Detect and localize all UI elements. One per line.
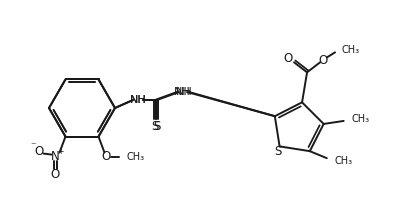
Text: NH: NH	[174, 87, 190, 97]
Text: O: O	[318, 54, 328, 67]
Text: CH₃: CH₃	[341, 45, 359, 55]
Text: CH₃: CH₃	[352, 114, 370, 124]
Text: O: O	[102, 150, 111, 163]
Text: O: O	[284, 52, 293, 65]
Text: NH: NH	[176, 87, 192, 97]
Text: NH: NH	[130, 95, 147, 105]
Text: ⁻: ⁻	[31, 141, 36, 152]
Text: S: S	[151, 120, 159, 134]
Text: CH₃: CH₃	[126, 152, 145, 162]
Text: CH₃: CH₃	[335, 156, 353, 166]
Text: NH: NH	[130, 95, 147, 105]
Text: +: +	[57, 147, 64, 156]
Text: O: O	[35, 145, 44, 158]
Text: N: N	[51, 150, 60, 163]
Text: O: O	[51, 168, 60, 181]
Text: S: S	[153, 120, 161, 134]
Text: S: S	[274, 145, 281, 158]
